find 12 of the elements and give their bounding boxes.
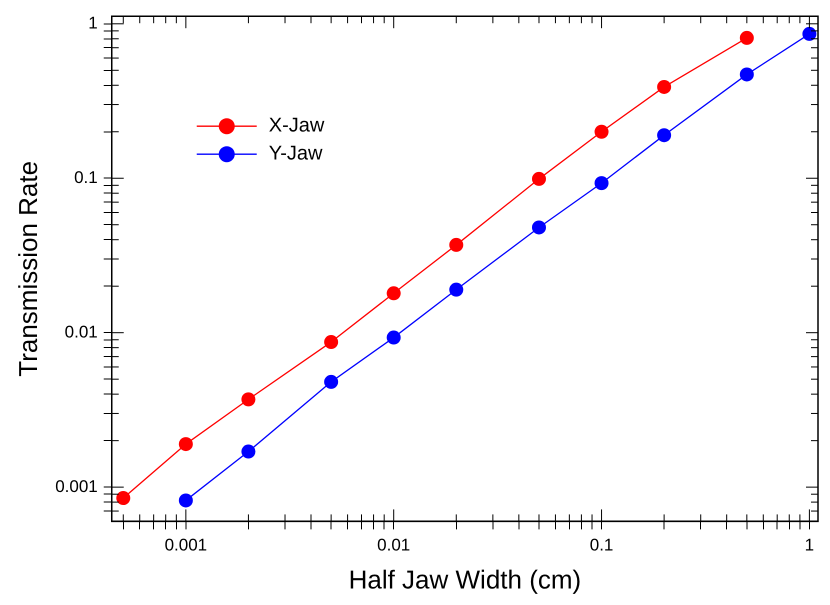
y-tick-label: 1 [88, 13, 98, 32]
y-tick-label: 0.01 [64, 322, 98, 342]
x-tick-label: 1 [804, 535, 814, 554]
legend-label: Y-Jaw [268, 142, 324, 165]
x-tick-label: 0.01 [377, 535, 410, 554]
y-tick-label: 0.1 [74, 168, 98, 187]
x-axis-title: Half Jaw Width (cm) [348, 564, 582, 595]
y-tick-label: 0.001 [55, 476, 98, 496]
y-axis-title: Transmission Rate [12, 160, 43, 377]
x-tick-label: 0.1 [590, 535, 614, 554]
x-tick-label: 0.001 [164, 535, 208, 554]
legend-label: X-Jaw [268, 114, 325, 137]
